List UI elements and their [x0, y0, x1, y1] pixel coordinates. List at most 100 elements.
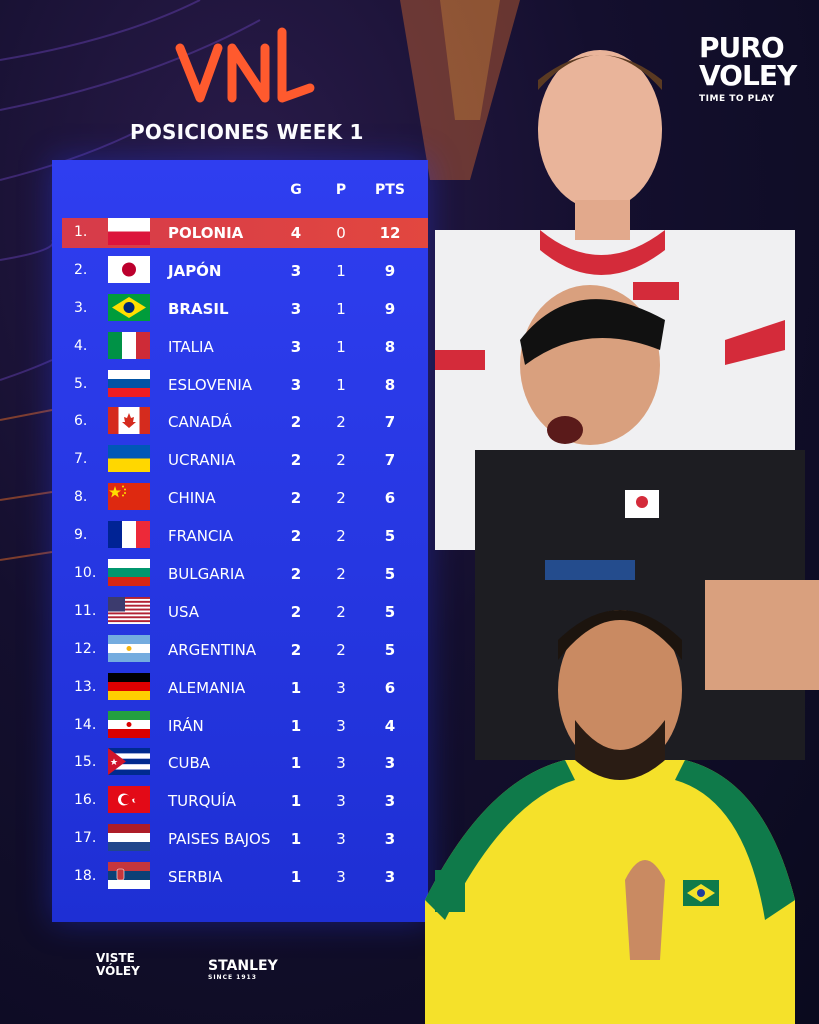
table-header: G P PTS — [52, 182, 428, 202]
flag-brazil-icon — [108, 293, 150, 321]
flag-poland-icon — [108, 218, 150, 245]
header-g: G — [290, 182, 302, 198]
lost-value: 3 — [336, 792, 346, 811]
won-value: 4 — [290, 224, 302, 242]
sponsors-bar: VISTE VÓLEY STANLEY SINCE 1913 — [96, 952, 396, 982]
won-value: 2 — [290, 527, 302, 546]
won-value: 1 — [290, 868, 302, 887]
lost-value: 2 — [336, 413, 346, 432]
table-row: 18. SERBIA 1 3 3 — [52, 860, 428, 898]
points-value: 6 — [384, 678, 396, 697]
table-row: 5. ESLOVENIA 3 1 8 — [52, 368, 428, 406]
lost-value: 3 — [336, 678, 346, 697]
table-row: 17. PAISES BAJOS 1 3 3 — [52, 822, 428, 860]
team-name: POLONIA — [168, 224, 244, 242]
won-value: 1 — [290, 792, 302, 811]
viste-voley-logo: VISTE VÓLEY — [96, 952, 140, 978]
publisher-line1: PURO — [699, 31, 785, 64]
flag-france-icon — [108, 521, 150, 549]
points-value: 3 — [384, 830, 396, 849]
flag-ukraine-icon — [108, 445, 150, 473]
table-row: 2. JAPÓN 3 1 9 — [52, 254, 428, 292]
player-japan-illustration — [475, 285, 819, 760]
lost-value: 2 — [336, 640, 346, 659]
team-name: ITALIA — [168, 337, 214, 356]
team-name: FRANCIA — [168, 527, 234, 546]
rank: 16. — [74, 792, 97, 809]
rank: 8. — [74, 489, 88, 506]
publisher-tagline: TIME TO PLAY — [699, 94, 775, 104]
team-name: TURQUÍA — [168, 792, 237, 811]
flag-argentina-icon — [108, 634, 150, 662]
lost-value: 2 — [336, 565, 346, 584]
team-name: BRASIL — [168, 299, 229, 318]
team-name: SERBIA — [168, 868, 223, 887]
table-row: 9. FRANCIA 2 2 5 — [52, 519, 428, 557]
team-name: CHINA — [168, 489, 216, 508]
lost-value: 2 — [336, 489, 346, 508]
viste-line2: VÓLEY — [96, 964, 140, 978]
team-name: CANADÁ — [168, 413, 232, 432]
table-row: 6. CANADÁ 2 2 7 — [52, 405, 428, 443]
points-value: 9 — [384, 299, 396, 318]
table-row: 4. ITALIA 3 1 8 — [52, 330, 428, 368]
viste-line1: VISTE — [96, 951, 135, 965]
points-value: 5 — [384, 527, 396, 546]
standings-table: G P PTS 1. POLONIA 4 0 12 2. JAPÓN 3 1 9… — [52, 160, 428, 922]
flag-italy-icon — [108, 331, 150, 359]
lost-value: 1 — [336, 375, 346, 394]
lost-value: 3 — [336, 868, 346, 887]
points-value: 3 — [384, 868, 396, 887]
rank: 12. — [74, 640, 97, 657]
won-value: 1 — [290, 716, 302, 735]
points-value: 5 — [384, 640, 396, 659]
team-name: CUBA — [168, 754, 211, 773]
flag-bulgaria-icon — [108, 559, 150, 587]
flag-canada-icon — [108, 407, 150, 435]
won-value: 2 — [290, 489, 302, 508]
rank: 13. — [74, 678, 97, 695]
rank: 15. — [74, 754, 97, 771]
team-name: ARGENTINA — [168, 640, 257, 659]
table-row: 15. CUBA 1 3 3 — [52, 746, 428, 784]
won-value: 3 — [290, 299, 302, 318]
lost-value: 1 — [336, 299, 346, 318]
won-value: 2 — [290, 451, 302, 470]
flag-serbia-icon — [108, 862, 150, 890]
won-value: 3 — [290, 261, 302, 280]
lost-value: 3 — [336, 830, 346, 849]
stanley-text: STANLEY — [208, 958, 278, 974]
won-value: 2 — [290, 565, 302, 584]
points-value: 6 — [384, 489, 396, 508]
lost-value: 0 — [336, 224, 346, 242]
flag-turkey-icon — [108, 786, 150, 814]
puro-voley-logo: PURO VOLEY TIME TO PLAY — [699, 31, 797, 105]
flag-slovenia-icon — [108, 369, 150, 397]
standings-rows: 1. POLONIA 4 0 12 2. JAPÓN 3 1 9 3. BRAS… — [52, 216, 428, 898]
rank: 9. — [74, 527, 88, 544]
rank: 3. — [74, 299, 88, 316]
rank: 17. — [74, 830, 97, 847]
won-value: 1 — [290, 754, 302, 773]
table-row: 3. BRASIL 3 1 9 — [52, 292, 428, 330]
points-value: 8 — [384, 375, 396, 394]
rank: 4. — [74, 337, 88, 354]
stanley-logo: STANLEY SINCE 1913 — [208, 958, 278, 981]
table-row: 14. IRÁN 1 3 4 — [52, 709, 428, 747]
team-name: ESLOVENIA — [168, 375, 253, 394]
team-name: ALEMANIA — [168, 678, 246, 697]
flag-usa-icon — [108, 596, 150, 624]
flag-germany-icon — [108, 672, 150, 700]
lost-value: 3 — [336, 716, 346, 735]
flag-cuba-icon — [108, 748, 150, 776]
points-value: 7 — [384, 451, 396, 470]
rank: 11. — [74, 602, 97, 619]
table-row: 16. TURQUÍA 1 3 3 — [52, 784, 428, 822]
points-value: 8 — [384, 337, 396, 356]
team-name: USA — [168, 602, 200, 621]
won-value: 2 — [290, 602, 302, 621]
lost-value: 1 — [336, 261, 346, 280]
rank: 6. — [74, 413, 88, 430]
team-name: JAPÓN — [168, 261, 222, 280]
publisher-line2: VOLEY — [699, 59, 797, 92]
